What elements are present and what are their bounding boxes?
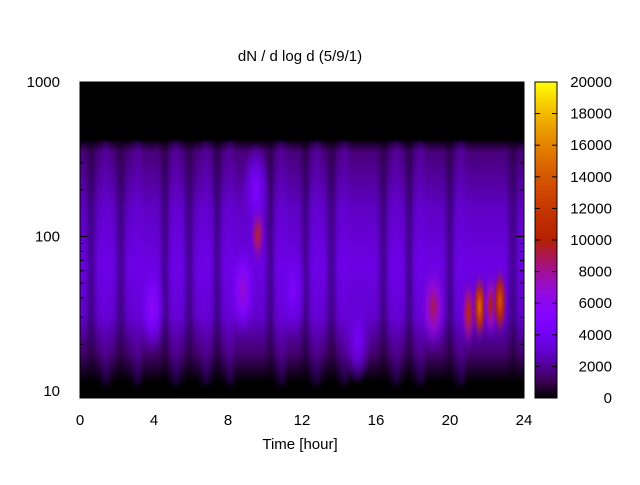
heatmap-streak bbox=[509, 140, 516, 385]
heatmap-hotspot bbox=[278, 242, 307, 339]
colorbar-tick-label: 4000 bbox=[579, 327, 612, 344]
heatmap-streak bbox=[406, 140, 413, 385]
heatmap-streak bbox=[267, 140, 274, 385]
heatmap-streak bbox=[380, 140, 387, 385]
heatmap-streak bbox=[393, 140, 400, 385]
heatmap-streak bbox=[88, 140, 95, 385]
heatmap-streak bbox=[162, 140, 169, 385]
heatmap-hotspots bbox=[138, 141, 508, 387]
heatmap-streak bbox=[226, 140, 233, 385]
y-tick-label: 10 bbox=[43, 383, 60, 400]
y-tick-label: 100 bbox=[35, 228, 60, 245]
x-tick-label: 4 bbox=[150, 412, 158, 429]
heatmap-streak bbox=[447, 140, 453, 385]
heatmap-hotspot bbox=[491, 263, 508, 340]
heatmap-hotspot bbox=[138, 258, 167, 355]
colorbar-tick-label: 18000 bbox=[570, 106, 612, 123]
colorbar-tick-label: 12000 bbox=[570, 200, 612, 217]
heatmap-streak bbox=[341, 140, 348, 385]
heatmap-hotspot bbox=[228, 242, 257, 339]
colorbar-tick-label: 8000 bbox=[579, 264, 612, 281]
x-tick-label: 16 bbox=[368, 412, 385, 429]
x-tick-label: 12 bbox=[294, 412, 311, 429]
y-axis: 10 100 1000 bbox=[27, 74, 524, 400]
heatmap-streak bbox=[458, 140, 465, 385]
y-tick-label: 1000 bbox=[27, 74, 60, 91]
colorbar-tick-label: 2000 bbox=[579, 358, 612, 375]
heatmap-streak bbox=[202, 140, 209, 385]
upper-cutoff-region bbox=[80, 82, 524, 141]
heatmap-streak bbox=[302, 140, 309, 385]
x-axis: 0 4 8 12 16 20 24 bbox=[76, 82, 533, 429]
x-tick-label: 8 bbox=[224, 412, 232, 429]
x-axis-label: Time [hour] bbox=[262, 436, 337, 453]
heatmap-hotspot bbox=[241, 141, 270, 238]
colorbar-tick-label: 14000 bbox=[570, 169, 612, 186]
heatmap-streak bbox=[173, 140, 180, 385]
heatmap-streak bbox=[417, 140, 424, 385]
colorbar-tick-label: 10000 bbox=[570, 232, 612, 249]
chart-title: dN / d log d (5/9/1) bbox=[238, 48, 362, 65]
heatmap-streak bbox=[134, 140, 141, 385]
heatmap-streak bbox=[186, 140, 193, 385]
heatmap-streak bbox=[328, 140, 335, 385]
colorbar-tick-label: 20000 bbox=[570, 74, 612, 91]
heatmap-streak bbox=[102, 140, 109, 385]
heatmap-streak bbox=[313, 140, 320, 385]
heatmap-hotspot bbox=[419, 258, 448, 355]
x-tick-label: 20 bbox=[442, 412, 459, 429]
heatmap-hotspot bbox=[343, 290, 372, 387]
colorbar-tick-label: 16000 bbox=[570, 137, 612, 154]
plot-area bbox=[80, 82, 524, 398]
heatmap-streak bbox=[213, 140, 220, 385]
colorbar-tick-label: 0 bbox=[604, 390, 612, 407]
heatmap-streak bbox=[117, 140, 124, 385]
x-tick-label: 24 bbox=[516, 412, 533, 429]
colorbar-tick-label: 6000 bbox=[579, 295, 612, 312]
x-tick-label: 0 bbox=[76, 412, 84, 429]
colorbar-axis: 0 2000 4000 6000 8000 10000 12000 14000 16000 180… bbox=[535, 74, 612, 407]
